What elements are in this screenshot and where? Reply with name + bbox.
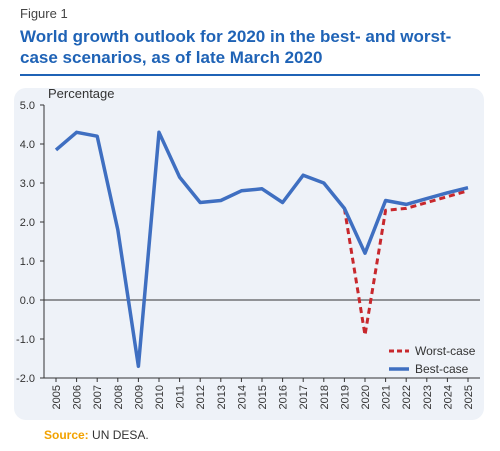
y-axis-label: Percentage [48, 86, 115, 101]
y-tick-label: -2.0 [16, 373, 35, 385]
x-tick-label: 2006 [72, 385, 84, 409]
y-tick-label: 3.0 [20, 178, 35, 190]
x-tick-label: 2019 [339, 385, 351, 409]
y-tick-label: 2.0 [20, 217, 35, 229]
series-group [54, 130, 469, 369]
x-tick-label: 2015 [257, 385, 269, 409]
x-tick-label: 2009 [133, 385, 145, 409]
x-tick-label: 2023 [422, 385, 434, 409]
x-tick-label: 2014 [236, 385, 248, 409]
chart-title: World growth outlook for 2020 in the bes… [20, 27, 452, 67]
x-tick-label: 2016 [278, 385, 290, 409]
y-tick-label: 4.0 [20, 139, 35, 151]
x-tick-label: 2005 [51, 385, 63, 409]
best-case-line [54, 130, 469, 369]
y-tick-label: 5.0 [20, 100, 35, 112]
axes-group: -2.0 -1.0 0.0 1.0 2.0 3.0 4.0 5.0 2005 2006 2007 20… [16, 86, 480, 409]
x-tick-label: 2008 [113, 385, 125, 409]
figure-label: Figure 1 [20, 6, 68, 21]
worst-case-line [342, 189, 469, 337]
x-tick-label: 2012 [195, 385, 207, 409]
x-tick-label: 2021 [381, 385, 393, 409]
legend-label-best: Best-case [415, 362, 469, 376]
legend-group: Worst-case Best-case [389, 344, 476, 376]
x-tick-label: 2024 [442, 385, 454, 409]
x-tick-label: 2013 [216, 385, 228, 409]
x-tick-label: 2022 [401, 385, 413, 409]
source-label: Source: [44, 428, 89, 442]
x-tick-label: 2017 [298, 385, 310, 409]
y-tick-label: 0.0 [20, 295, 35, 307]
y-tick-label: -1.0 [16, 334, 35, 346]
y-tick-label: 1.0 [20, 256, 35, 268]
x-tick-label: 2010 [154, 385, 166, 409]
legend-label-worst: Worst-case [415, 344, 476, 358]
x-tick-label: 2007 [92, 385, 104, 409]
source-note: Source: UN DESA. [44, 428, 149, 442]
x-tick-label: 2011 [175, 385, 187, 409]
chart-panel [14, 88, 484, 420]
source-text: UN DESA. [92, 428, 149, 442]
x-tick-label: 2018 [319, 385, 331, 409]
title-rule [20, 74, 480, 76]
x-tick-label: 2020 [360, 385, 372, 409]
x-tick-label: 2025 [463, 385, 475, 409]
